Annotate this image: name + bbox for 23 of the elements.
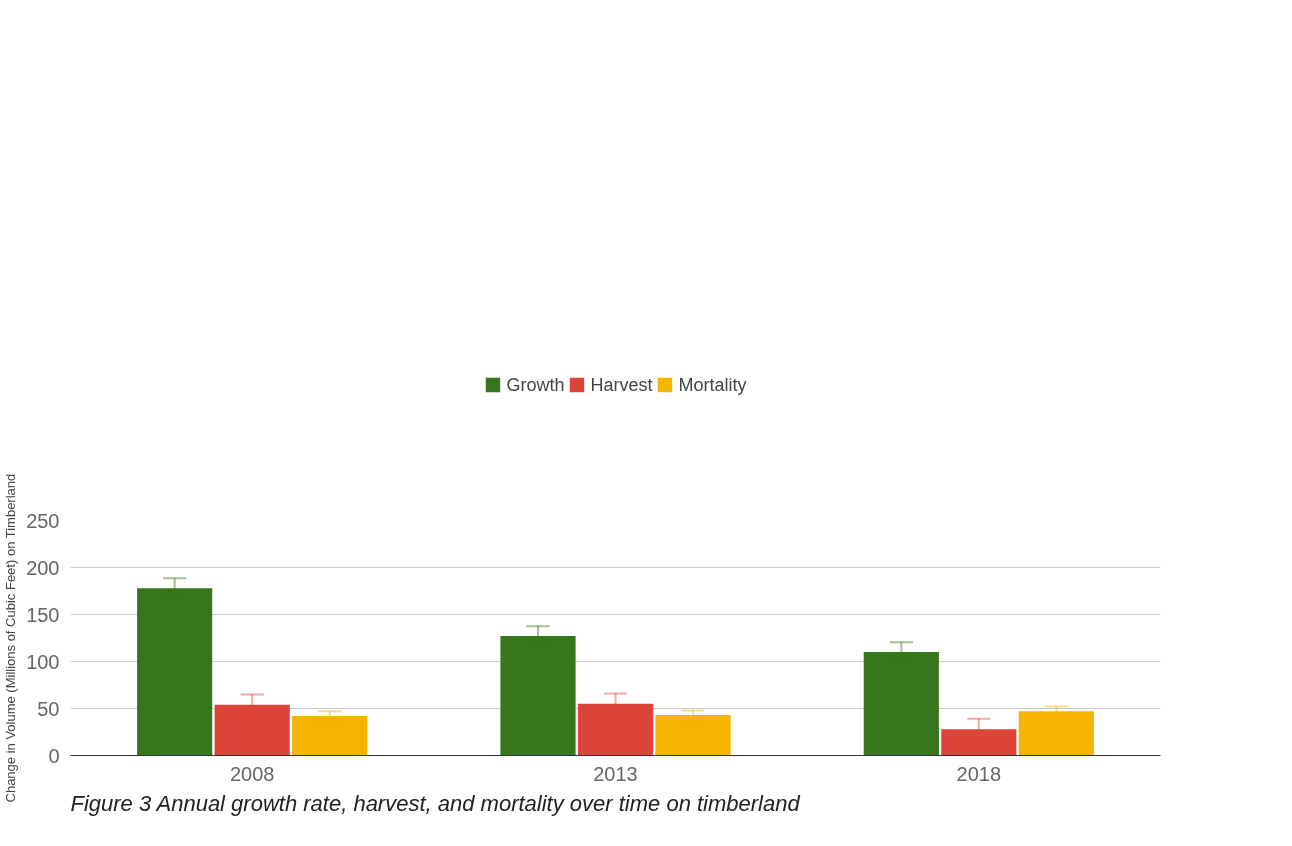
y-tick-label: 100: [26, 650, 60, 673]
y-tick-label: 250: [26, 509, 60, 532]
bar: [863, 652, 939, 756]
x-tick-label: 2008: [229, 762, 275, 785]
bar: [500, 636, 576, 756]
legend-label: Growth: [506, 374, 565, 396]
y-tick-label: 0: [48, 744, 60, 767]
bar: [214, 704, 290, 756]
bar: [1018, 711, 1094, 756]
y-axis-title: Change in Volume (Millions of Cubic Feet) on Timberland: [3, 473, 19, 803]
x-tick-label: 2018: [956, 762, 1002, 785]
bar: [577, 703, 654, 756]
x-tick-label: 2013: [593, 762, 638, 785]
bar: [941, 729, 1017, 756]
y-tick-label: 50: [37, 697, 60, 720]
bar: [137, 588, 213, 756]
legend-label: Harvest: [590, 374, 653, 396]
y-tick-label: 150: [26, 603, 60, 626]
bar: [655, 715, 731, 756]
y-tick-label: 200: [26, 556, 60, 579]
caption: Figure 3 Annual growth rate, harvest, and mortality over time on timberland: [70, 790, 801, 816]
bar: [292, 716, 368, 756]
legend-label: Mortality: [678, 374, 747, 396]
